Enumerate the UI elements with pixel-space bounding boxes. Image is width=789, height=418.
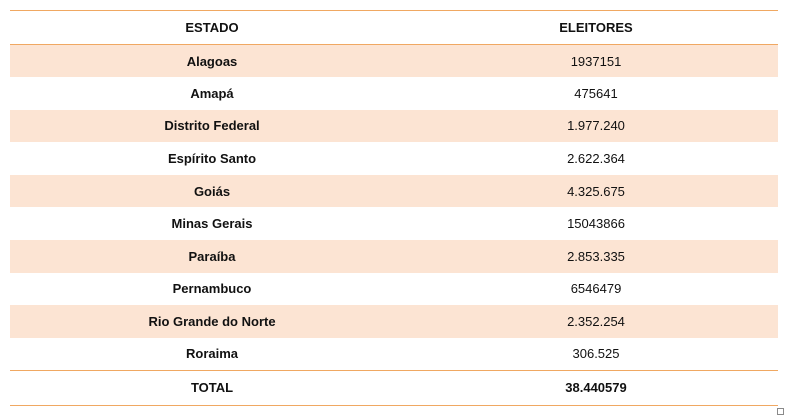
voters-table: ESTADO ELEITORES Alagoas 1937151 Amapá 4… <box>10 10 778 406</box>
row-voters: 2.352.254 <box>567 314 625 330</box>
row-voters: 1937151 <box>570 53 622 69</box>
row-voters: 475641 <box>574 85 618 101</box>
row-state: Alagoas <box>186 53 238 69</box>
table-row: Goiás 4.325.675 <box>10 174 778 208</box>
row-voters: 306.525 <box>572 346 620 362</box>
row-state: Minas Gerais <box>171 216 253 232</box>
row-voters: 2.853.335 <box>567 248 625 264</box>
table-row: Minas Gerais 15043866 <box>10 207 778 241</box>
header-state: ESTADO <box>185 20 239 35</box>
table-row: Espírito Santo 2.622.364 <box>10 142 778 175</box>
total-row: TOTAL 38.440579 <box>10 370 778 406</box>
resize-handle-icon[interactable] <box>777 408 784 415</box>
row-state: Goiás <box>193 183 231 199</box>
table-row: Alagoas 1937151 <box>10 44 778 78</box>
row-voters: 6546479 <box>570 281 622 297</box>
total-label: TOTAL <box>190 380 234 396</box>
row-state: Distrito Federal <box>164 118 260 134</box>
table-row: Paraíba 2.853.335 <box>10 240 778 273</box>
voters-table-container: ESTADO ELEITORES Alagoas 1937151 Amapá 4… <box>10 10 778 406</box>
row-voters: 15043866 <box>567 216 625 232</box>
table-row: Rio Grande do Norte 2.352.254 <box>10 305 778 338</box>
row-state: Amapá <box>190 85 234 101</box>
row-state: Rio Grande do Norte <box>148 314 276 330</box>
row-state: Espírito Santo <box>167 151 257 167</box>
row-state: Pernambuco <box>172 281 252 297</box>
table-header: ESTADO ELEITORES <box>10 10 778 45</box>
row-voters: 1.977.240 <box>567 118 625 134</box>
header-voters: ELEITORES <box>559 20 633 35</box>
header-row: ESTADO ELEITORES <box>10 10 778 45</box>
table-row: Distrito Federal 1.977.240 <box>10 109 778 143</box>
table-row: Amapá 475641 <box>10 77 778 110</box>
row-state: Paraíba <box>188 248 236 264</box>
table-footer: TOTAL 38.440579 <box>10 370 778 406</box>
row-voters: 2.622.364 <box>567 151 625 167</box>
table-row: Pernambuco 6546479 <box>10 272 778 306</box>
total-value: 38.440579 <box>565 380 627 396</box>
row-state: Roraima <box>185 346 239 362</box>
table-row: Roraima 306.525 <box>10 337 778 371</box>
table-body: Alagoas 1937151 Amapá 475641 Distrito Fe… <box>10 44 778 371</box>
row-voters: 4.325.675 <box>567 183 625 199</box>
